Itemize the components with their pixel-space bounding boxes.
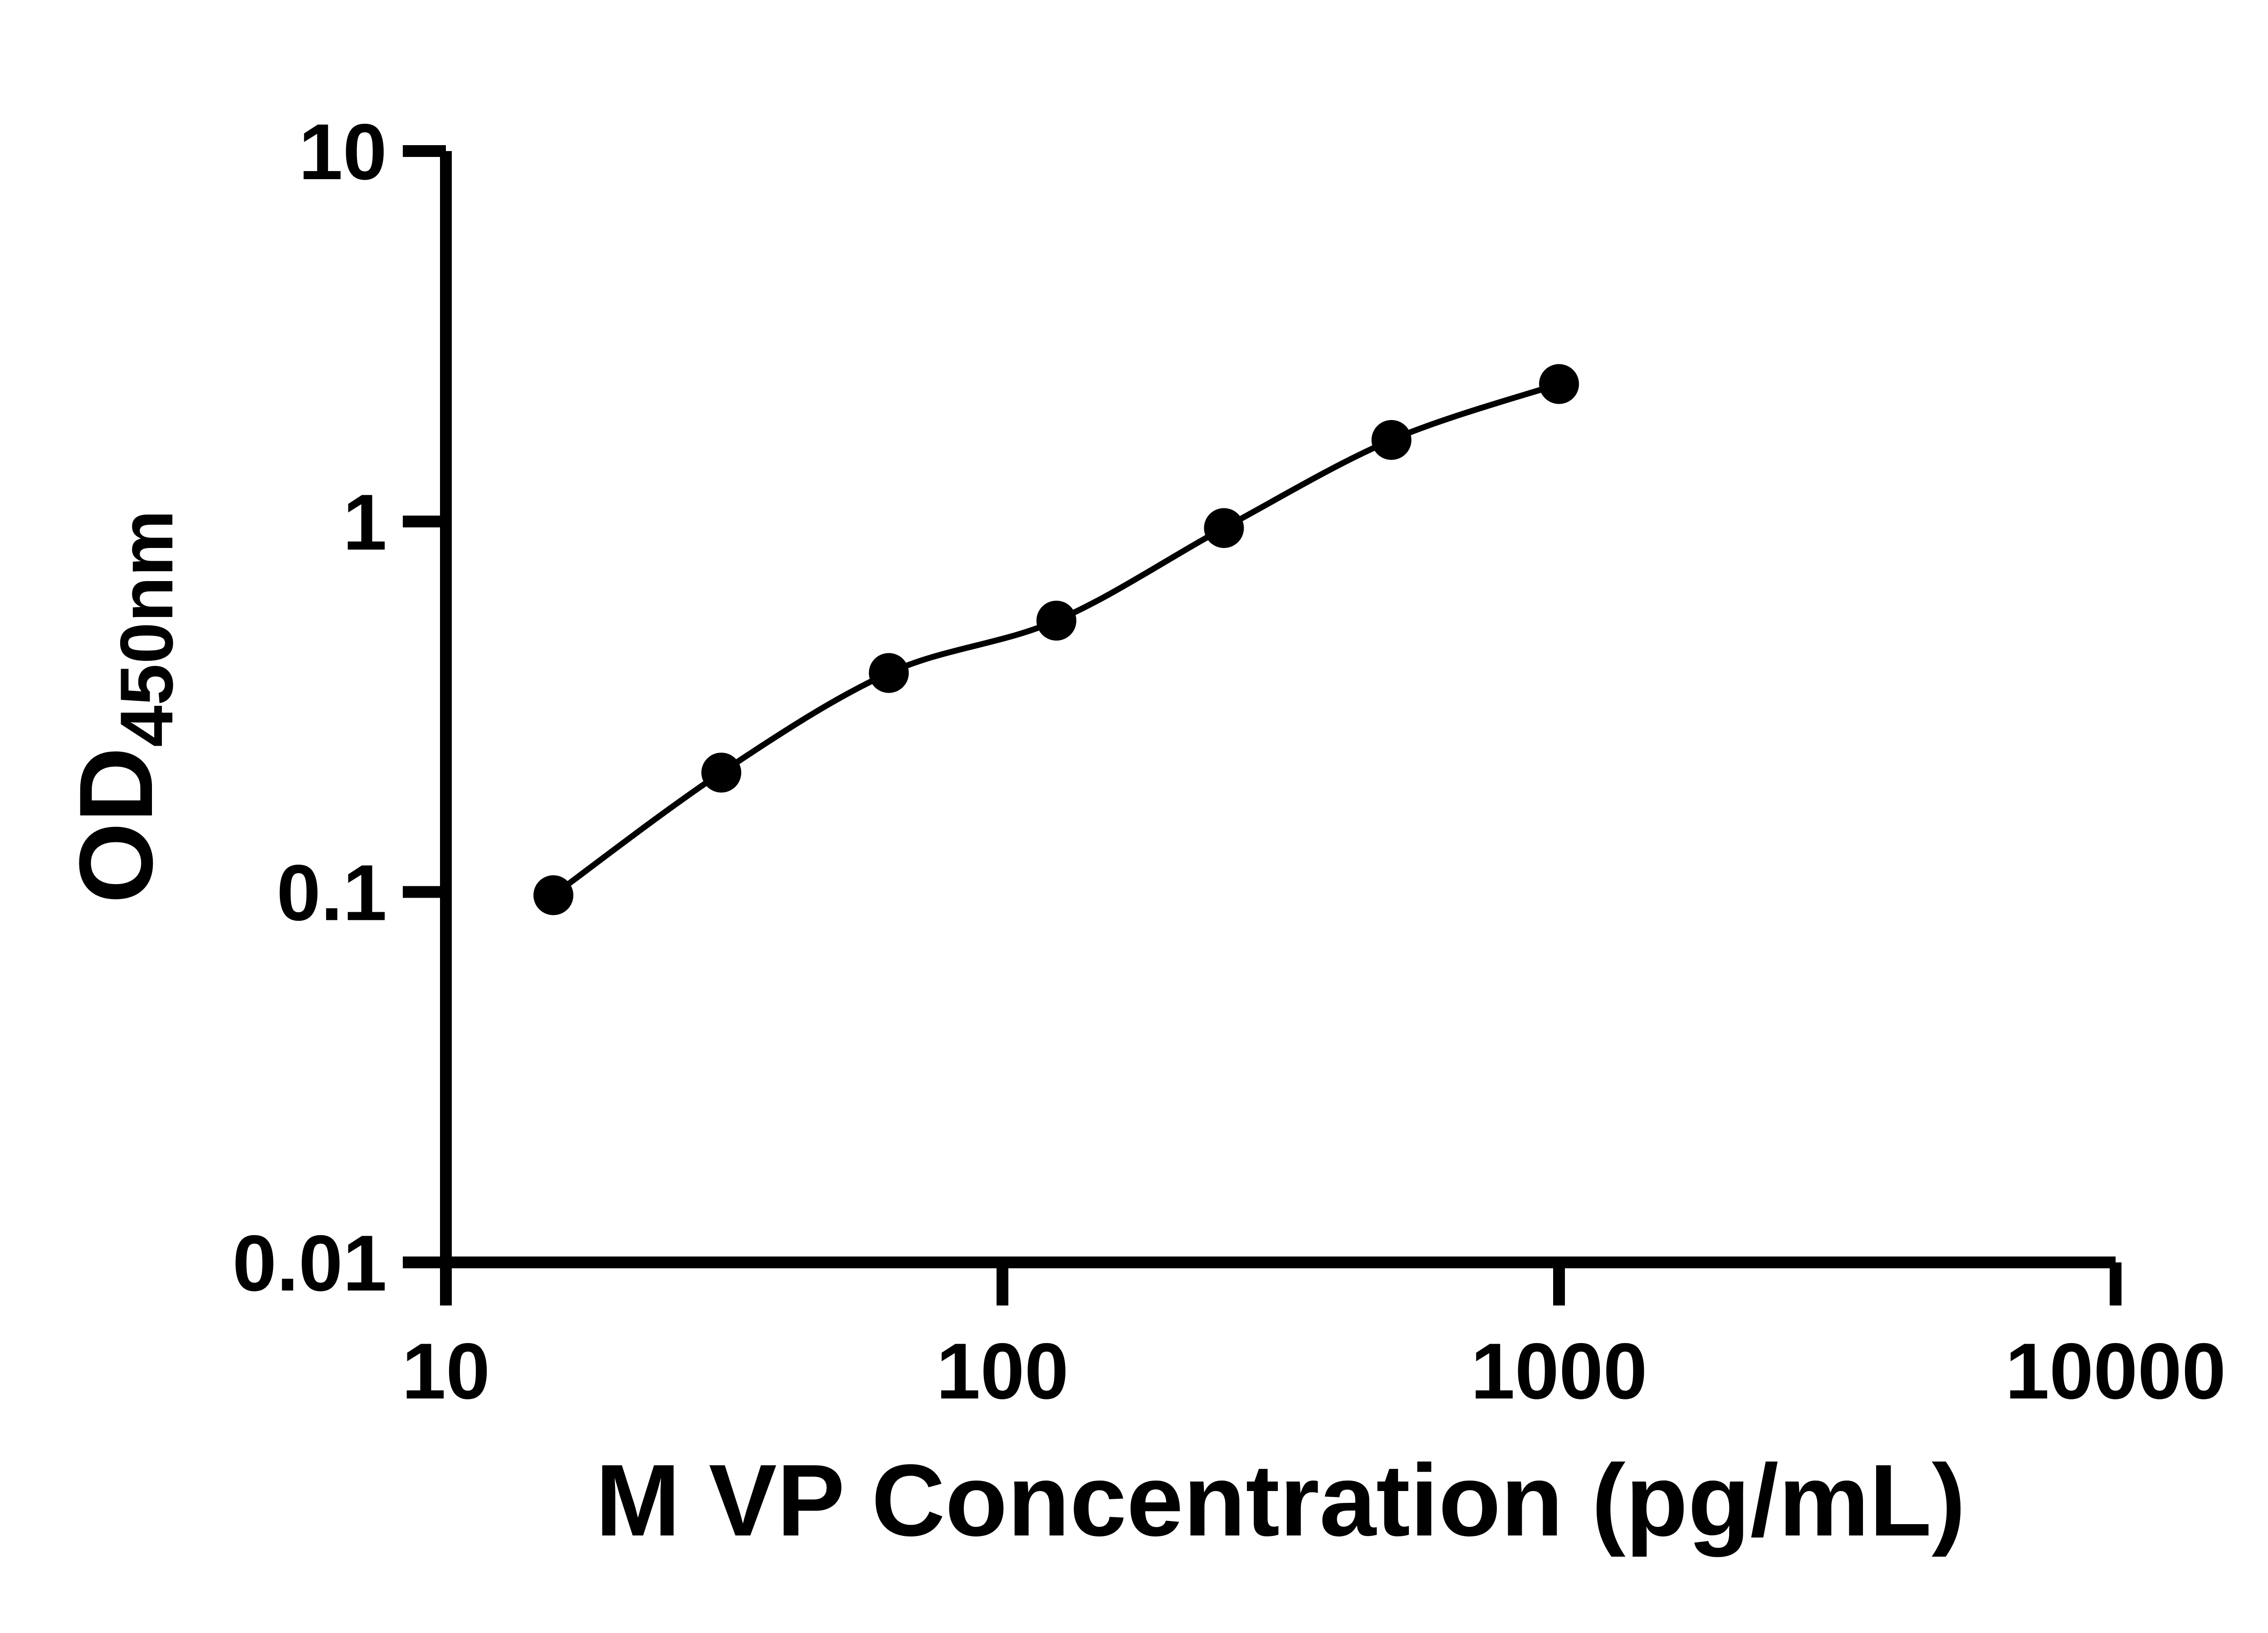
y-tick-label: 1 xyxy=(343,479,387,567)
data-point xyxy=(1539,364,1579,404)
data-point xyxy=(701,753,742,793)
data-point xyxy=(869,653,909,693)
data-point xyxy=(1204,508,1244,548)
axis-ticks xyxy=(403,145,2121,1305)
y-tick-label: 0.01 xyxy=(232,1219,387,1308)
data-point xyxy=(1036,601,1076,641)
y-axis-title-main: OD xyxy=(58,747,174,904)
axes xyxy=(440,151,2116,1268)
x-tick-label: 1000 xyxy=(1471,1327,1647,1416)
axis-titles: M VP Concentration (pg/mL) OD450nm xyxy=(58,510,1965,1557)
data-point xyxy=(1371,420,1412,460)
data-point xyxy=(533,875,573,915)
axis-spine xyxy=(440,151,2116,1268)
data-series xyxy=(533,364,1579,915)
x-tick-label: 10 xyxy=(402,1327,490,1416)
x-tick-label: 100 xyxy=(936,1327,1069,1416)
y-axis-title: OD450nm xyxy=(58,510,188,904)
x-axis-title: M VP Concentration (pg/mL) xyxy=(596,1443,1966,1557)
y-tick-label: 0.1 xyxy=(277,849,387,937)
y-axis-title-subscript: 450nm xyxy=(105,510,188,747)
x-tick-label: 10000 xyxy=(2005,1327,2226,1416)
y-tick-label: 10 xyxy=(298,108,387,196)
